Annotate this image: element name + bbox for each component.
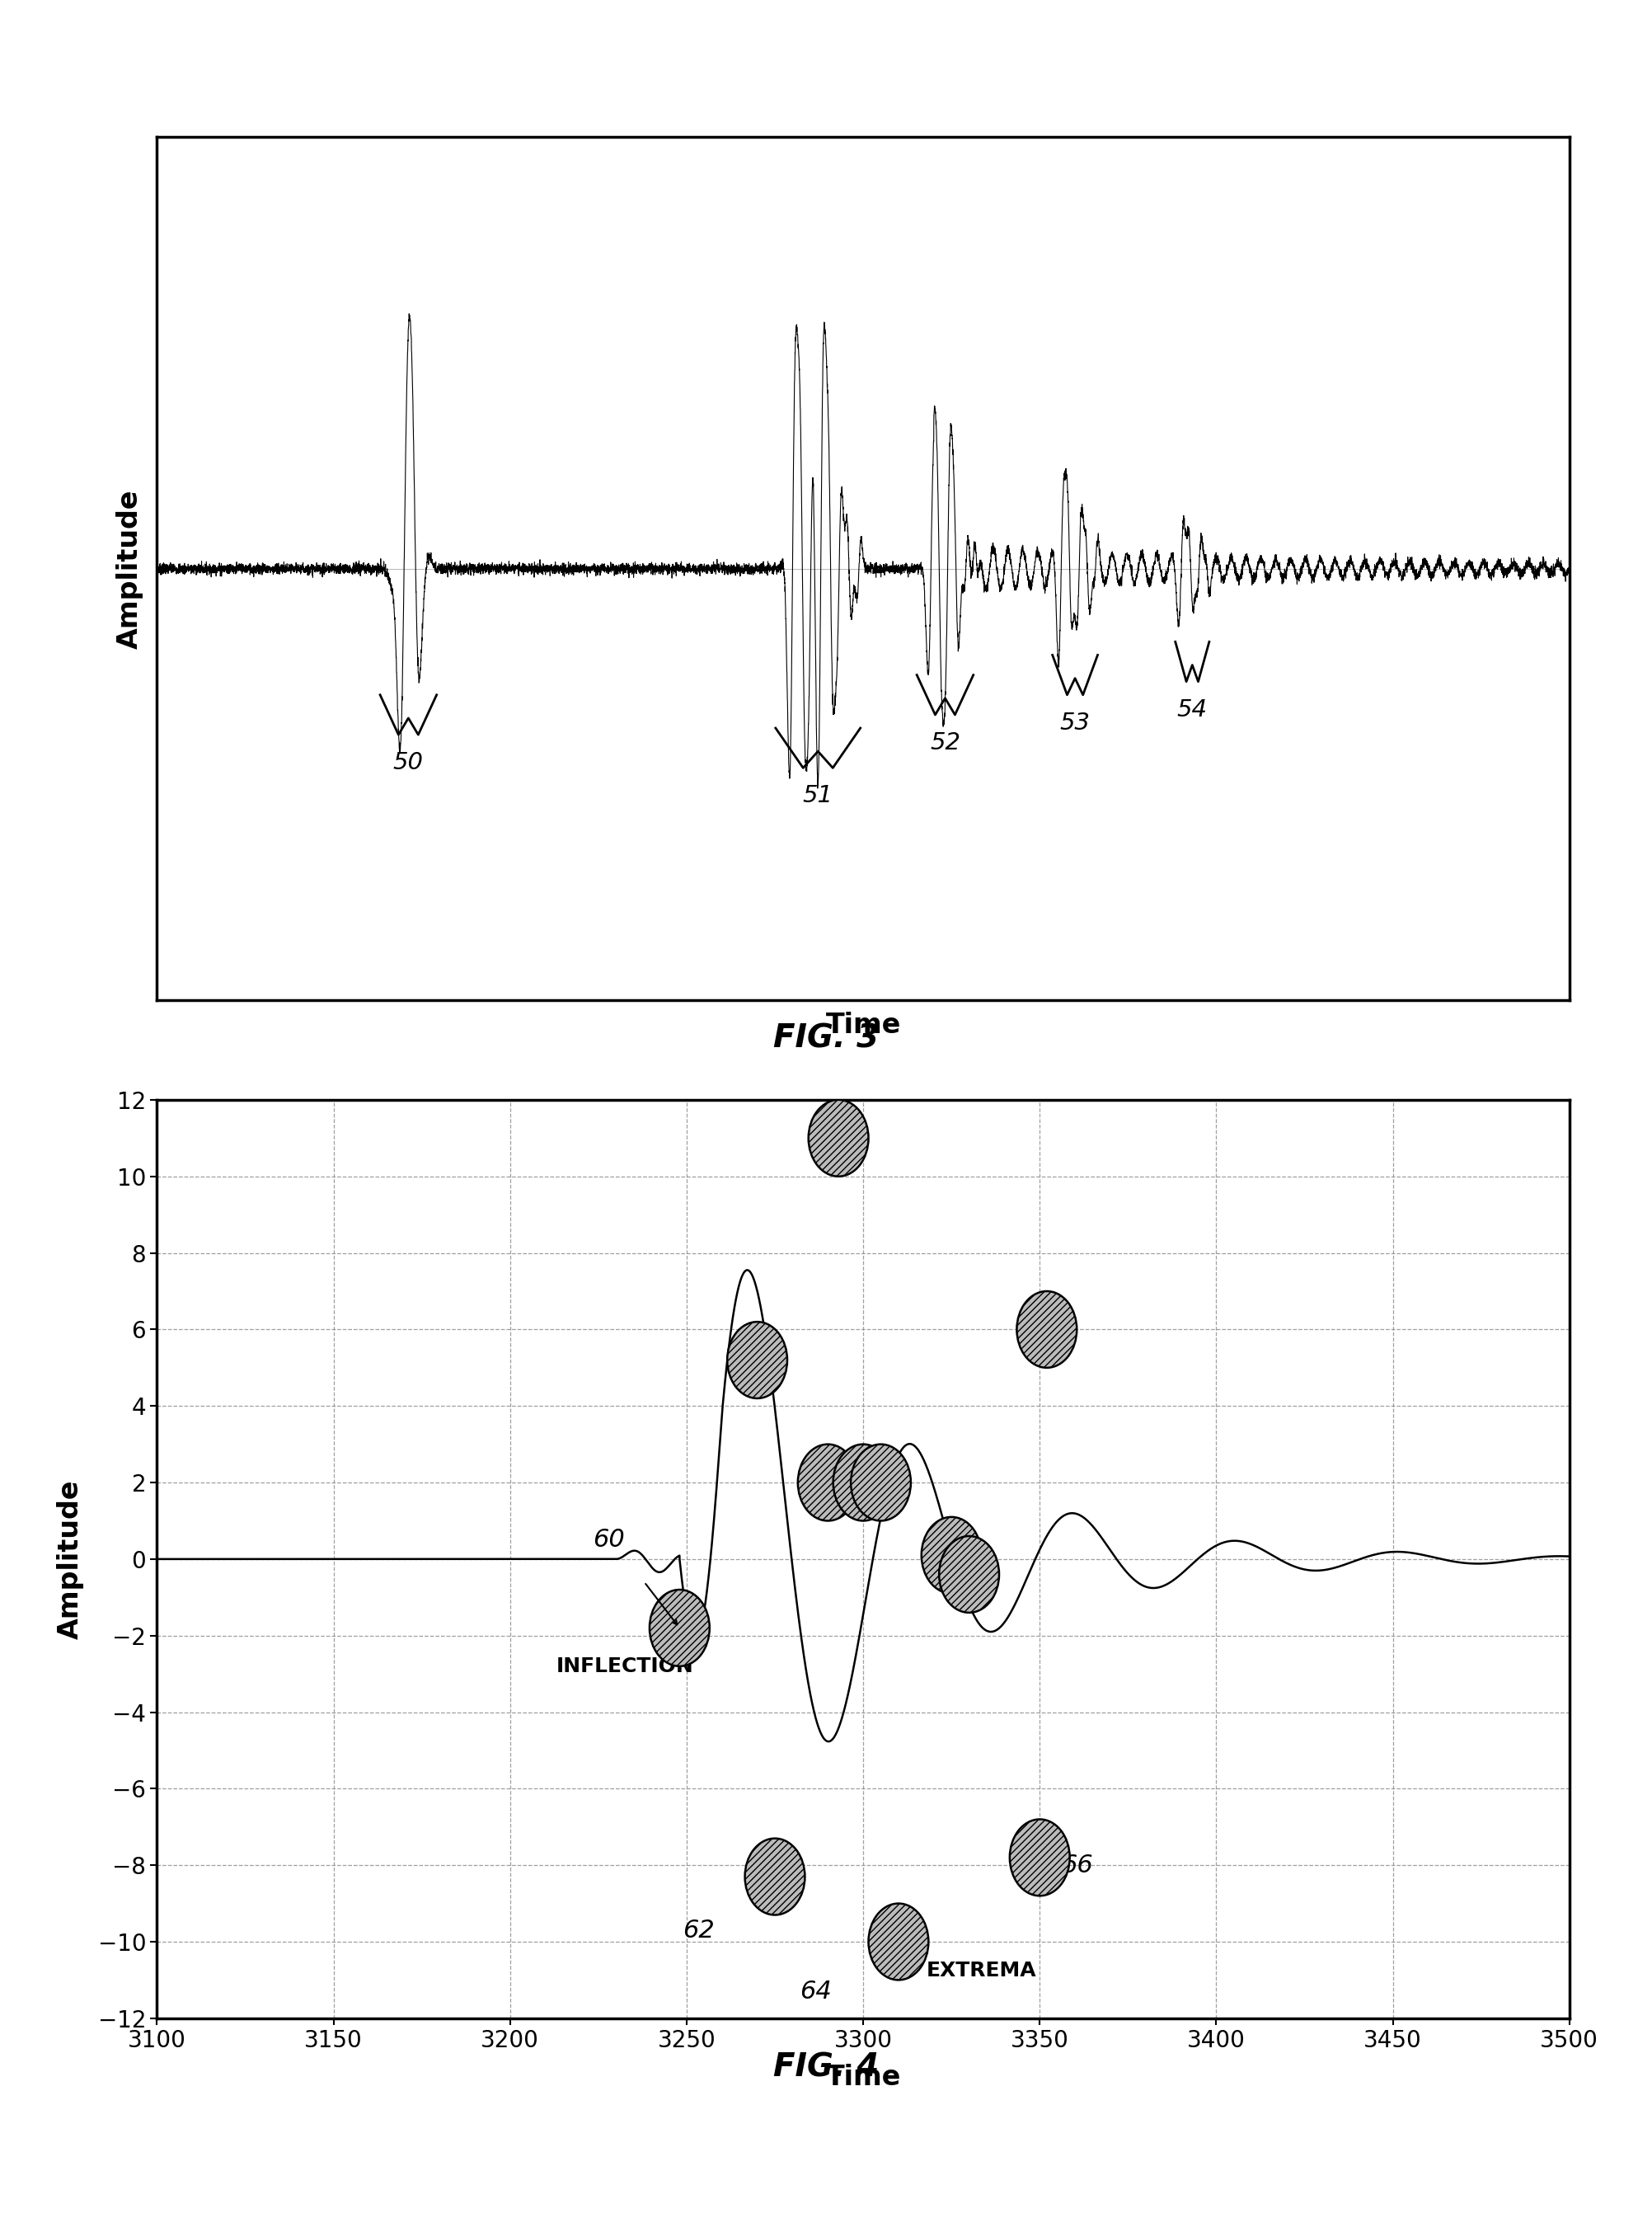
Ellipse shape bbox=[727, 1321, 788, 1399]
Ellipse shape bbox=[833, 1445, 894, 1520]
Text: INFLECTION: INFLECTION bbox=[557, 1655, 694, 1675]
Ellipse shape bbox=[851, 1445, 910, 1520]
Ellipse shape bbox=[745, 1839, 805, 1914]
Text: 64: 64 bbox=[800, 1981, 831, 2005]
Text: 66: 66 bbox=[1061, 1852, 1094, 1877]
Text: 52: 52 bbox=[930, 730, 960, 755]
Y-axis label: Amplitude: Amplitude bbox=[56, 1478, 84, 1640]
Y-axis label: Amplitude: Amplitude bbox=[116, 489, 144, 648]
Ellipse shape bbox=[649, 1589, 710, 1666]
X-axis label: Time: Time bbox=[826, 1011, 900, 1038]
Text: EXTREMA: EXTREMA bbox=[927, 1961, 1037, 1981]
Ellipse shape bbox=[808, 1100, 869, 1177]
Text: 50: 50 bbox=[393, 752, 423, 775]
Ellipse shape bbox=[938, 1536, 999, 1613]
Text: 54: 54 bbox=[1176, 699, 1208, 721]
X-axis label: Time: Time bbox=[826, 2065, 900, 2091]
Ellipse shape bbox=[1016, 1290, 1077, 1368]
Ellipse shape bbox=[798, 1445, 857, 1520]
Ellipse shape bbox=[922, 1516, 981, 1593]
Ellipse shape bbox=[1009, 1819, 1070, 1897]
Text: 60: 60 bbox=[593, 1527, 624, 1551]
Ellipse shape bbox=[869, 1903, 928, 1981]
Text: 53: 53 bbox=[1061, 713, 1090, 735]
Text: FIG. 4: FIG. 4 bbox=[773, 2051, 879, 2082]
Text: 51: 51 bbox=[803, 786, 833, 808]
Text: FIG. 3: FIG. 3 bbox=[773, 1022, 879, 1053]
Text: 62: 62 bbox=[682, 1919, 715, 1943]
